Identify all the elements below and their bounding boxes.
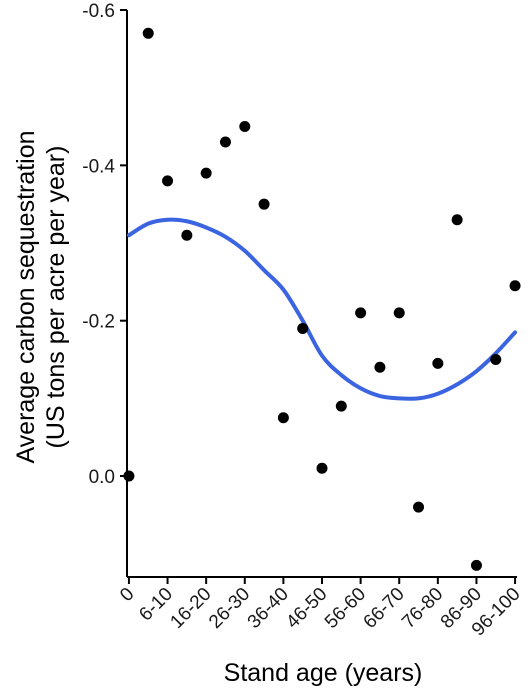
x-tick-label: 36-40 [244, 584, 293, 633]
y-tick-label: -0.6 [82, 1, 115, 22]
data-point [239, 121, 251, 133]
x-tick-label: 76-80 [398, 584, 447, 633]
data-point [277, 412, 289, 424]
x-axis-title: Stand age (years) [224, 659, 423, 687]
data-point [258, 198, 270, 210]
data-point [219, 136, 231, 148]
trend-line [126, 217, 518, 401]
data-point [200, 167, 212, 179]
x-tick-label: 0 [116, 584, 138, 606]
data-point [297, 322, 309, 334]
data-point [393, 307, 405, 319]
y-axis-title-line2: (US tons per acre per year) [42, 146, 70, 449]
data-point [181, 229, 193, 241]
data-point [355, 307, 367, 319]
y-axis-title-line1: Average carbon sequestration [12, 130, 40, 463]
y-tick-label: -0.2 [82, 312, 115, 333]
data-point [335, 400, 347, 412]
x-tick-label: 66-70 [360, 584, 409, 633]
x-tick-label: 46-50 [282, 584, 331, 633]
data-point [413, 501, 425, 513]
data-point [451, 214, 463, 226]
data-point [509, 280, 521, 292]
data-point [490, 354, 502, 366]
x-tick-label: 56-60 [321, 584, 370, 633]
data-point [374, 361, 386, 373]
data-point [316, 462, 328, 474]
x-tick-label: 26-30 [205, 584, 254, 633]
data-point [123, 470, 135, 482]
y-tick-label: 0.0 [89, 467, 115, 488]
data-point [470, 559, 482, 571]
data-point [432, 357, 444, 369]
data-point [162, 175, 174, 187]
plot-area: -0.6-0.4-0.20.006-1016-2026-3036-4046-50… [82, 1, 524, 640]
y-tick-label: -0.4 [82, 156, 115, 177]
data-point [142, 27, 154, 39]
x-tick-label: 16-20 [166, 584, 215, 633]
